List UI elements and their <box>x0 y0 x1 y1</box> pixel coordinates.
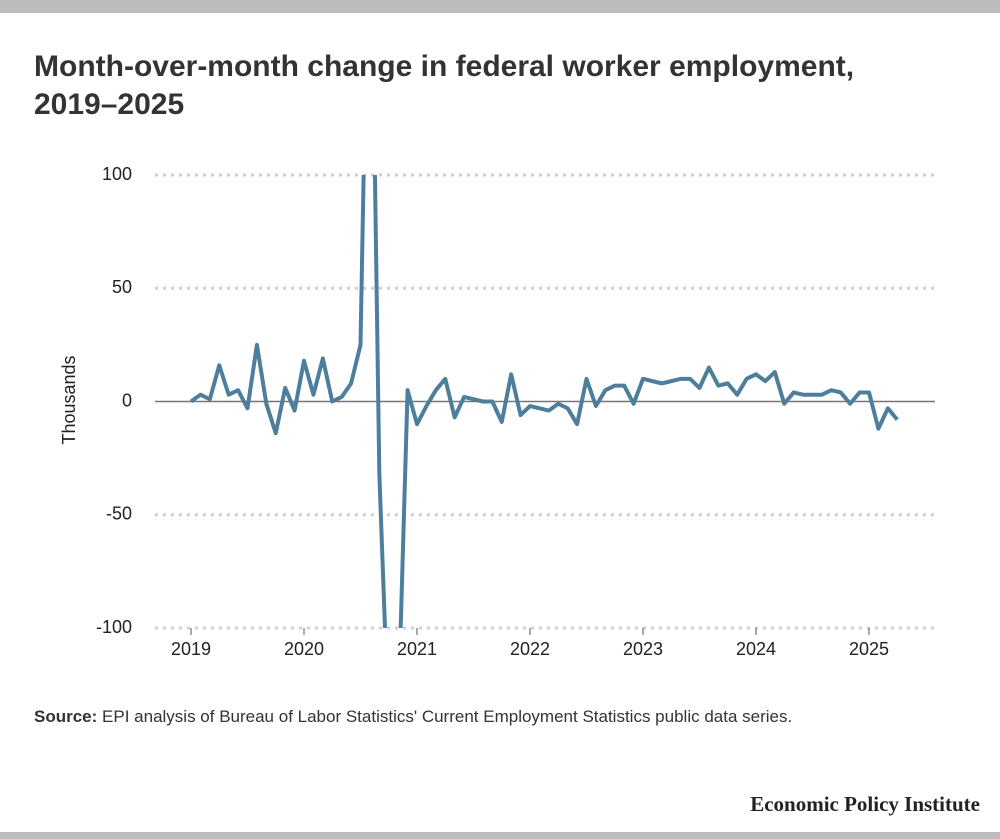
x-tick-label: 2019 <box>171 639 211 659</box>
y-tick-label: -50 <box>106 504 132 524</box>
source-text: EPI analysis of Bureau of Labor Statisti… <box>102 707 793 726</box>
data-line <box>189 175 899 628</box>
y-tick-label: -100 <box>96 617 132 637</box>
source-label: Source: <box>34 707 98 726</box>
brand: Economic Policy Institute <box>750 792 980 816</box>
top-bar <box>0 0 1000 13</box>
x-tick-label: 2024 <box>736 639 776 659</box>
source: Source: EPI analysis of Bureau of Labor … <box>34 707 792 727</box>
x-tick-label: 2021 <box>397 639 437 659</box>
y-axis-label: Thousands <box>59 355 79 444</box>
x-tick-label: 2022 <box>510 639 550 659</box>
y-tick-label: 50 <box>112 277 132 297</box>
bottom-bar <box>0 832 1000 839</box>
x-tick-label: 2023 <box>623 639 663 659</box>
x-tick-label: 2025 <box>849 639 889 659</box>
x-tick-label: 2020 <box>284 639 324 659</box>
chart-title: Month-over-month change in federal worke… <box>34 50 855 121</box>
y-tick-label: 0 <box>122 390 132 410</box>
y-tick-label: 100 <box>102 164 132 184</box>
